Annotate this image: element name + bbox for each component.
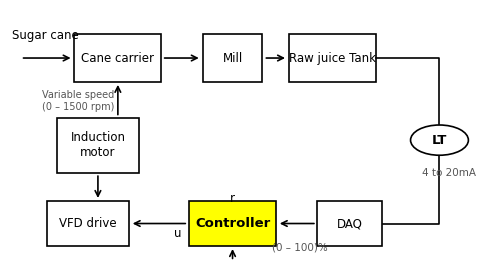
- Bar: [57, 118, 139, 173]
- Bar: [318, 201, 382, 246]
- Text: Raw juice Tank: Raw juice Tank: [289, 52, 376, 64]
- Text: Variable speed
(0 – 1500 rpm): Variable speed (0 – 1500 rpm): [42, 90, 114, 112]
- Text: r: r: [230, 192, 235, 205]
- Text: DAQ: DAQ: [337, 217, 362, 230]
- Text: Mill: Mill: [222, 52, 242, 64]
- Circle shape: [410, 125, 469, 155]
- Bar: [74, 34, 162, 82]
- Bar: [189, 201, 276, 246]
- Bar: [47, 201, 129, 246]
- Text: Cane carrier: Cane carrier: [82, 52, 154, 64]
- Bar: [202, 34, 262, 82]
- Bar: [288, 34, 376, 82]
- Text: 4 to 20mA: 4 to 20mA: [422, 168, 476, 178]
- Text: Controller: Controller: [195, 217, 270, 230]
- Text: LT: LT: [432, 134, 447, 147]
- Text: (0 – 100)%: (0 – 100)%: [272, 243, 328, 253]
- Text: u: u: [174, 227, 182, 240]
- Text: Sugar cane: Sugar cane: [12, 29, 78, 42]
- Text: Induction
motor: Induction motor: [70, 131, 126, 159]
- Text: VFD drive: VFD drive: [59, 217, 117, 230]
